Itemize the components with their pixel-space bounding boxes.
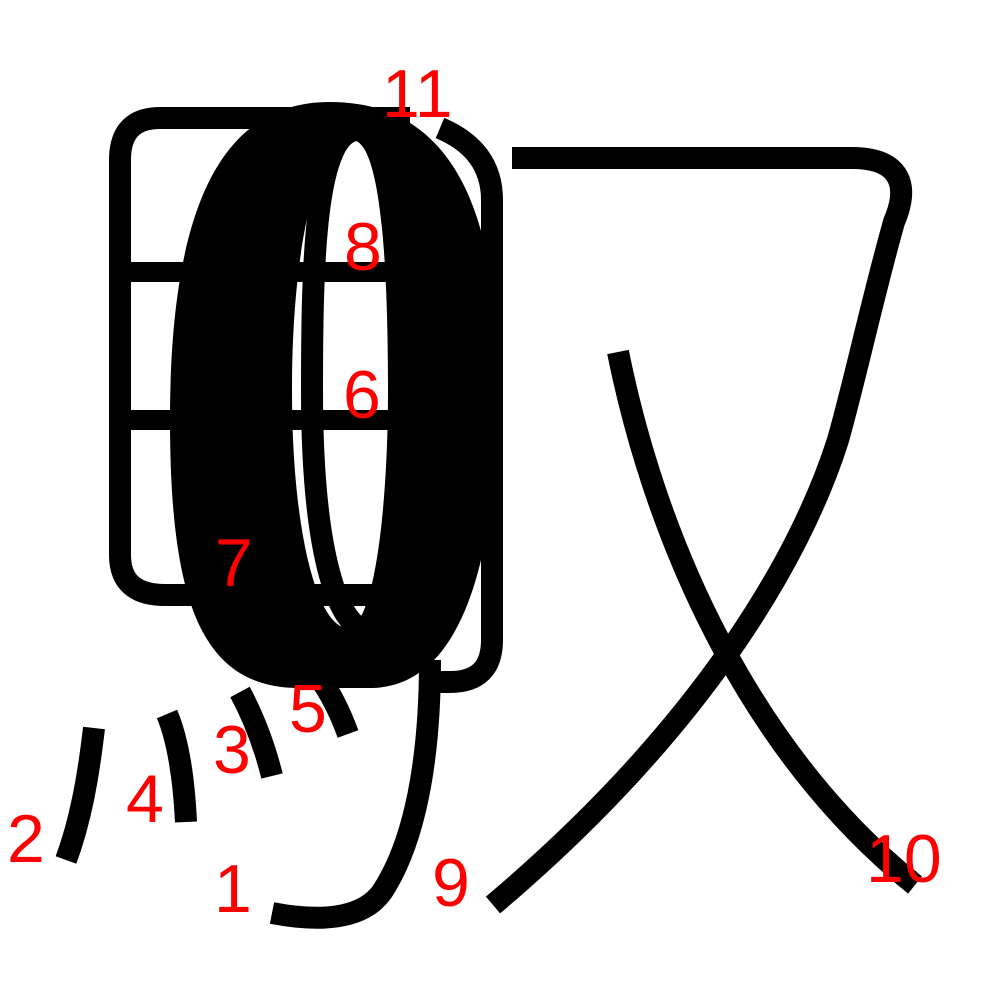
stroke-5 bbox=[309, 669, 359, 738]
label-11: 11 bbox=[382, 56, 453, 132]
stroke-3 bbox=[230, 686, 283, 779]
stroke-frame bbox=[109, 107, 410, 606]
stroke-2 bbox=[55, 726, 105, 864]
label-1: 1 bbox=[214, 851, 252, 927]
label-9: 9 bbox=[432, 845, 470, 921]
label-5: 5 bbox=[289, 671, 327, 747]
stroke-loop-cluster bbox=[170, 102, 498, 688]
stroke-inner-loop bbox=[301, 119, 370, 641]
label-4: 4 bbox=[126, 761, 164, 837]
stroke-frame-right bbox=[420, 117, 503, 693]
label-7: 7 bbox=[215, 525, 253, 601]
stroke-1 bbox=[269, 659, 441, 929]
stroke-10 bbox=[607, 349, 922, 894]
label-10: 10 bbox=[866, 821, 942, 897]
label-6: 6 bbox=[343, 357, 381, 433]
label-2: 2 bbox=[7, 801, 45, 877]
stroke-4 bbox=[156, 709, 197, 823]
label-3: 3 bbox=[213, 712, 251, 788]
label-8: 8 bbox=[344, 209, 382, 285]
stroke-11 bbox=[485, 147, 913, 914]
